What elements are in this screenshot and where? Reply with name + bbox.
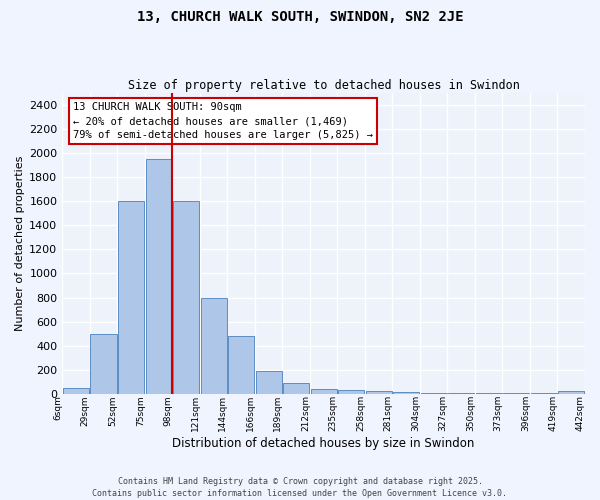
Text: 13, CHURCH WALK SOUTH, SWINDON, SN2 2JE: 13, CHURCH WALK SOUTH, SWINDON, SN2 2JE [137,10,463,24]
Bar [256,371,281,394]
Bar [476,393,502,394]
Bar [503,393,529,394]
Bar [173,202,199,394]
Bar [530,393,557,394]
Bar [311,389,337,394]
Bar [146,160,172,394]
Bar [338,390,364,394]
Y-axis label: Number of detached properties: Number of detached properties [15,156,25,331]
Bar [448,393,474,394]
Bar [91,334,116,394]
Bar [63,388,89,394]
Title: Size of property relative to detached houses in Swindon: Size of property relative to detached ho… [128,79,520,92]
Bar [228,336,254,394]
X-axis label: Distribution of detached houses by size in Swindon: Distribution of detached houses by size … [172,437,475,450]
Bar [118,202,144,394]
Text: 13 CHURCH WALK SOUTH: 90sqm
← 20% of detached houses are smaller (1,469)
79% of : 13 CHURCH WALK SOUTH: 90sqm ← 20% of det… [73,102,373,140]
Text: Contains HM Land Registry data © Crown copyright and database right 2025.
Contai: Contains HM Land Registry data © Crown c… [92,476,508,498]
Bar [421,393,447,394]
Bar [393,392,419,394]
Bar [200,298,227,394]
Bar [365,392,392,394]
Bar [558,392,584,394]
Bar [283,384,309,394]
